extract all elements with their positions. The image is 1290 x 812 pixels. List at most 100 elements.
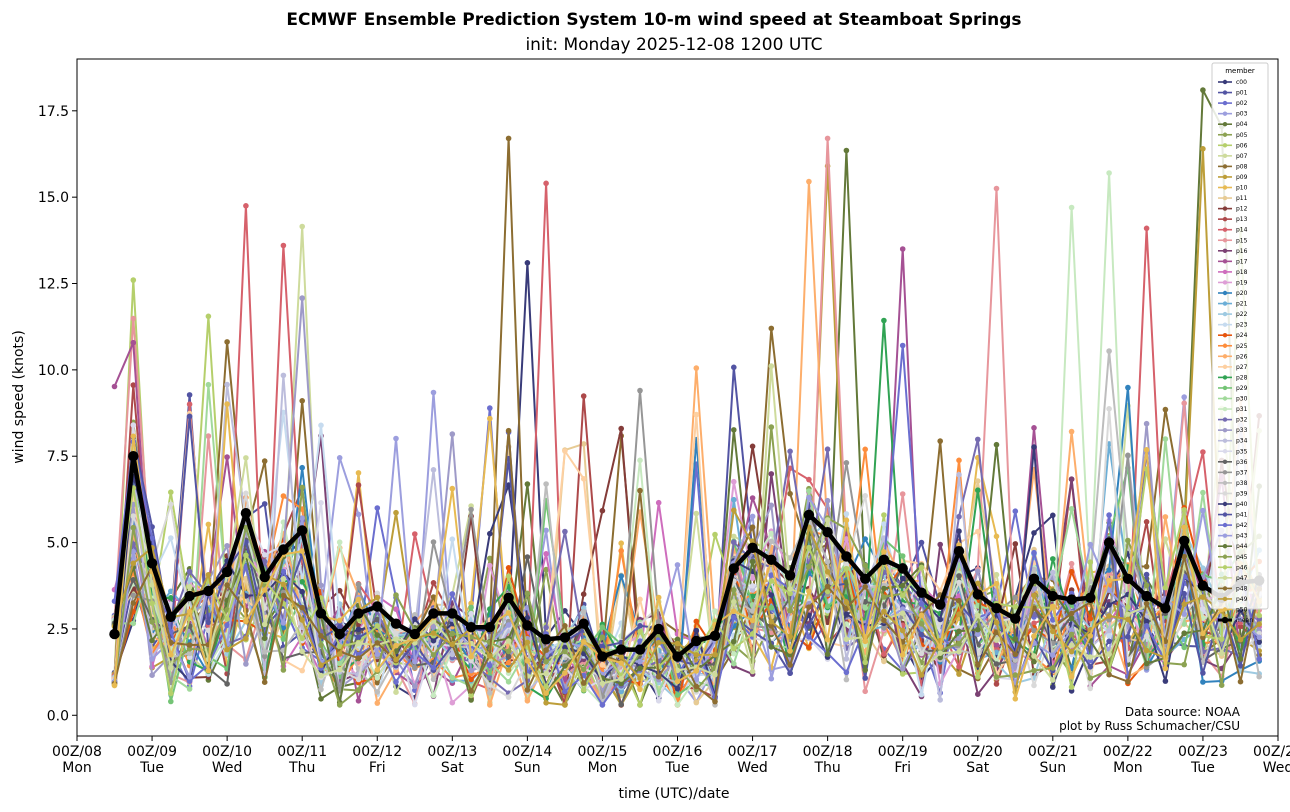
legend-marker (1222, 259, 1228, 264)
mean-point (634, 644, 646, 655)
member-point-p49 (956, 611, 962, 617)
member-point-p46 (1218, 636, 1225, 642)
member-point-p02 (374, 505, 381, 511)
member-point-p24 (1068, 568, 1075, 575)
member-point-p46 (1012, 604, 1019, 610)
member-point-p25 (862, 446, 868, 453)
member-point-p32 (975, 436, 981, 443)
member-point-p45 (562, 648, 568, 655)
legend-label: p28 (1236, 374, 1248, 381)
member-point-p32 (562, 528, 568, 535)
mean-point (221, 566, 233, 578)
member-point-p33 (1031, 586, 1037, 592)
legend-entry-p19: p19 (1218, 279, 1248, 286)
member-point-p47 (393, 636, 399, 642)
member-point-p47 (731, 599, 737, 605)
member-point-p40 (487, 530, 493, 537)
member-point-p45 (1125, 537, 1131, 544)
member-point-p47 (186, 583, 193, 590)
member-point-p28 (881, 317, 887, 324)
member-point-p17 (1031, 425, 1037, 431)
legend-label: p23 (1236, 322, 1248, 329)
member-point-p39 (355, 676, 362, 683)
member-point-p28 (168, 595, 174, 601)
member-point-p21 (168, 588, 174, 595)
member-point-p43 (1237, 616, 1244, 622)
member-point-p42 (768, 572, 775, 578)
member-point-p17 (130, 339, 137, 346)
member-point-p29 (280, 636, 287, 642)
member-point-p14 (806, 476, 812, 483)
member-point-p06 (881, 512, 887, 518)
member-point-p37 (412, 665, 418, 671)
member-point-p09 (956, 671, 962, 677)
member-point-p50 (1031, 633, 1037, 639)
member-point-p47 (299, 648, 306, 655)
member-point-p47 (787, 586, 793, 592)
member-point-p10 (487, 415, 493, 422)
x-tick-label: 00Z/14 (502, 744, 552, 760)
mean-point (1122, 573, 1134, 584)
member-point-p39 (243, 490, 249, 497)
member-point-p06 (712, 531, 718, 538)
member-point-p45 (918, 621, 925, 627)
member-point-p47 (336, 666, 343, 673)
member-point-p37 (655, 618, 662, 625)
legend-marker (1222, 449, 1228, 454)
member-point-p46 (1087, 559, 1094, 565)
member-point-p48 (881, 617, 887, 624)
member-point-p06 (637, 702, 643, 708)
member-point-p46 (1256, 612, 1262, 619)
mean-point (278, 544, 289, 555)
member-point-p48 (430, 594, 437, 600)
member-point-p41 (637, 623, 643, 629)
member-point-p42 (149, 535, 155, 542)
member-point-p37 (1012, 594, 1019, 601)
member-point-p37 (1125, 452, 1131, 459)
member-point-p47 (280, 576, 287, 582)
member-point-p46 (768, 578, 775, 584)
member-point-p47 (843, 636, 850, 642)
member-point-p44 (1143, 660, 1150, 667)
member-point-p42 (562, 688, 568, 695)
member-point-p07 (731, 533, 737, 540)
member-point-p43 (1200, 507, 1206, 514)
member-point-p12 (1012, 541, 1019, 547)
member-point-p46 (899, 592, 906, 599)
mean-point (972, 589, 983, 600)
member-point-p43 (975, 631, 981, 638)
member-point-p47 (712, 671, 718, 678)
mean-point (353, 608, 364, 619)
member-point-p12 (336, 587, 343, 594)
member-point-p48 (543, 647, 549, 653)
mean-point (1103, 537, 1115, 548)
member-point-p30 (1068, 506, 1075, 512)
y-tick-label: 2.5 (47, 622, 69, 638)
member-point-p42 (1256, 656, 1262, 662)
member-line-p27 (113, 398, 1261, 695)
member-point-p48 (956, 597, 962, 604)
member-point-p31 (1200, 615, 1206, 621)
legend-label: p36 (1236, 459, 1248, 466)
member-point-p45 (1012, 672, 1019, 678)
member-point-p37 (130, 592, 137, 599)
legend-label: p11 (1236, 195, 1248, 202)
member-point-p42 (430, 664, 437, 671)
member-point-p30 (505, 679, 512, 685)
legend-label: p06 (1236, 142, 1248, 149)
chart-title: ECMWF Ensemble Prediction System 10-m wi… (286, 10, 1021, 30)
y-axis-label: wind speed (knots) (11, 330, 27, 464)
legend: member c00 p01 p02 p03 p04 p05 p06 p07 p08 p09 p10… (1211, 62, 1269, 624)
legend-label: p30 (1236, 396, 1248, 403)
legend-label: p38 (1236, 480, 1248, 487)
member-point-p14 (1143, 225, 1150, 232)
mean-point (297, 525, 308, 536)
member-point-p49 (487, 653, 493, 659)
member-point-p32 (487, 675, 493, 681)
member-point-p43 (693, 676, 700, 683)
member-point-p49 (975, 580, 981, 587)
member-point-p33 (318, 582, 324, 589)
member-point-p42 (637, 638, 643, 644)
legend-entry-p37: p37 (1218, 469, 1248, 476)
legend-entry-p05: p05 (1218, 132, 1248, 139)
